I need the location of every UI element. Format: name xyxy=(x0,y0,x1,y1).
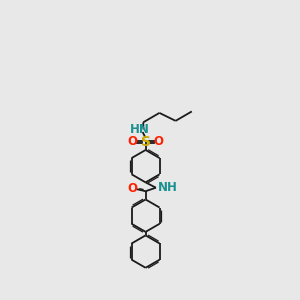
Text: S: S xyxy=(141,135,151,149)
Text: NH: NH xyxy=(158,181,178,194)
Text: O: O xyxy=(127,135,137,148)
Text: O: O xyxy=(127,182,137,195)
Text: HN: HN xyxy=(130,123,150,136)
Text: O: O xyxy=(154,135,164,148)
